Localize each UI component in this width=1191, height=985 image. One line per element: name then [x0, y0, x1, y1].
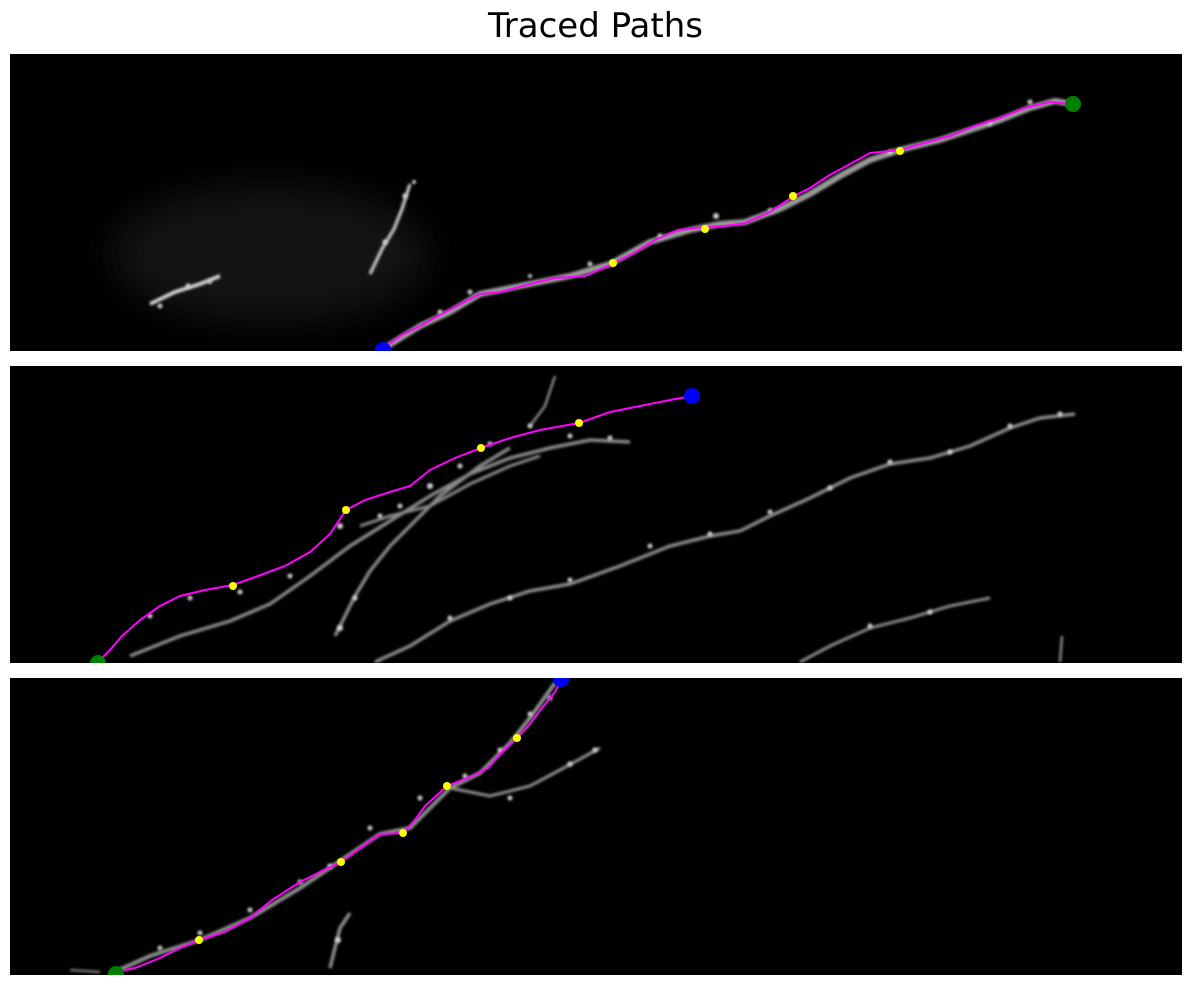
- start-point-marker: [684, 388, 700, 404]
- checkpoint-markers: [195, 734, 521, 944]
- image-panel-2: [10, 366, 1182, 663]
- traced-path: [97, 395, 693, 663]
- checkpoint-marker: [443, 782, 451, 790]
- start-point-marker: [553, 678, 569, 687]
- checkpoint-marker: [477, 444, 485, 452]
- checkpoint-marker: [513, 734, 521, 742]
- background-haze: [110, 184, 430, 324]
- checkpoint-markers: [229, 419, 583, 590]
- end-point-marker: [90, 655, 106, 663]
- checkpoint-marker: [342, 506, 350, 514]
- traced-path: [382, 100, 1074, 350]
- checkpoint-marker: [575, 419, 583, 427]
- microscopy-image-3: [10, 678, 1182, 975]
- checkpoint-marker: [789, 192, 797, 200]
- image-panel-1: [10, 54, 1182, 351]
- figure-title: Traced Paths: [488, 6, 703, 46]
- dendritic-spines: [157, 695, 598, 951]
- start-point-marker: [375, 342, 391, 351]
- microscopy-image-1: [10, 54, 1182, 351]
- checkpoint-marker: [609, 259, 617, 267]
- checkpoint-marker: [399, 829, 407, 837]
- image-panel-3: [10, 678, 1182, 975]
- dendritic-spines: [147, 411, 1063, 631]
- checkpoint-marker: [195, 936, 203, 944]
- dendrite-fragment: [368, 183, 412, 275]
- checkpoint-marker: [701, 225, 709, 233]
- microscopy-image-2: [10, 366, 1182, 663]
- checkpoint-marker: [229, 582, 237, 590]
- checkpoint-markers: [609, 147, 904, 267]
- end-point-marker: [108, 966, 124, 975]
- checkpoint-marker: [896, 147, 904, 155]
- checkpoint-marker: [337, 858, 345, 866]
- end-point-marker: [1065, 96, 1081, 112]
- background-dendrites: [129, 375, 1076, 663]
